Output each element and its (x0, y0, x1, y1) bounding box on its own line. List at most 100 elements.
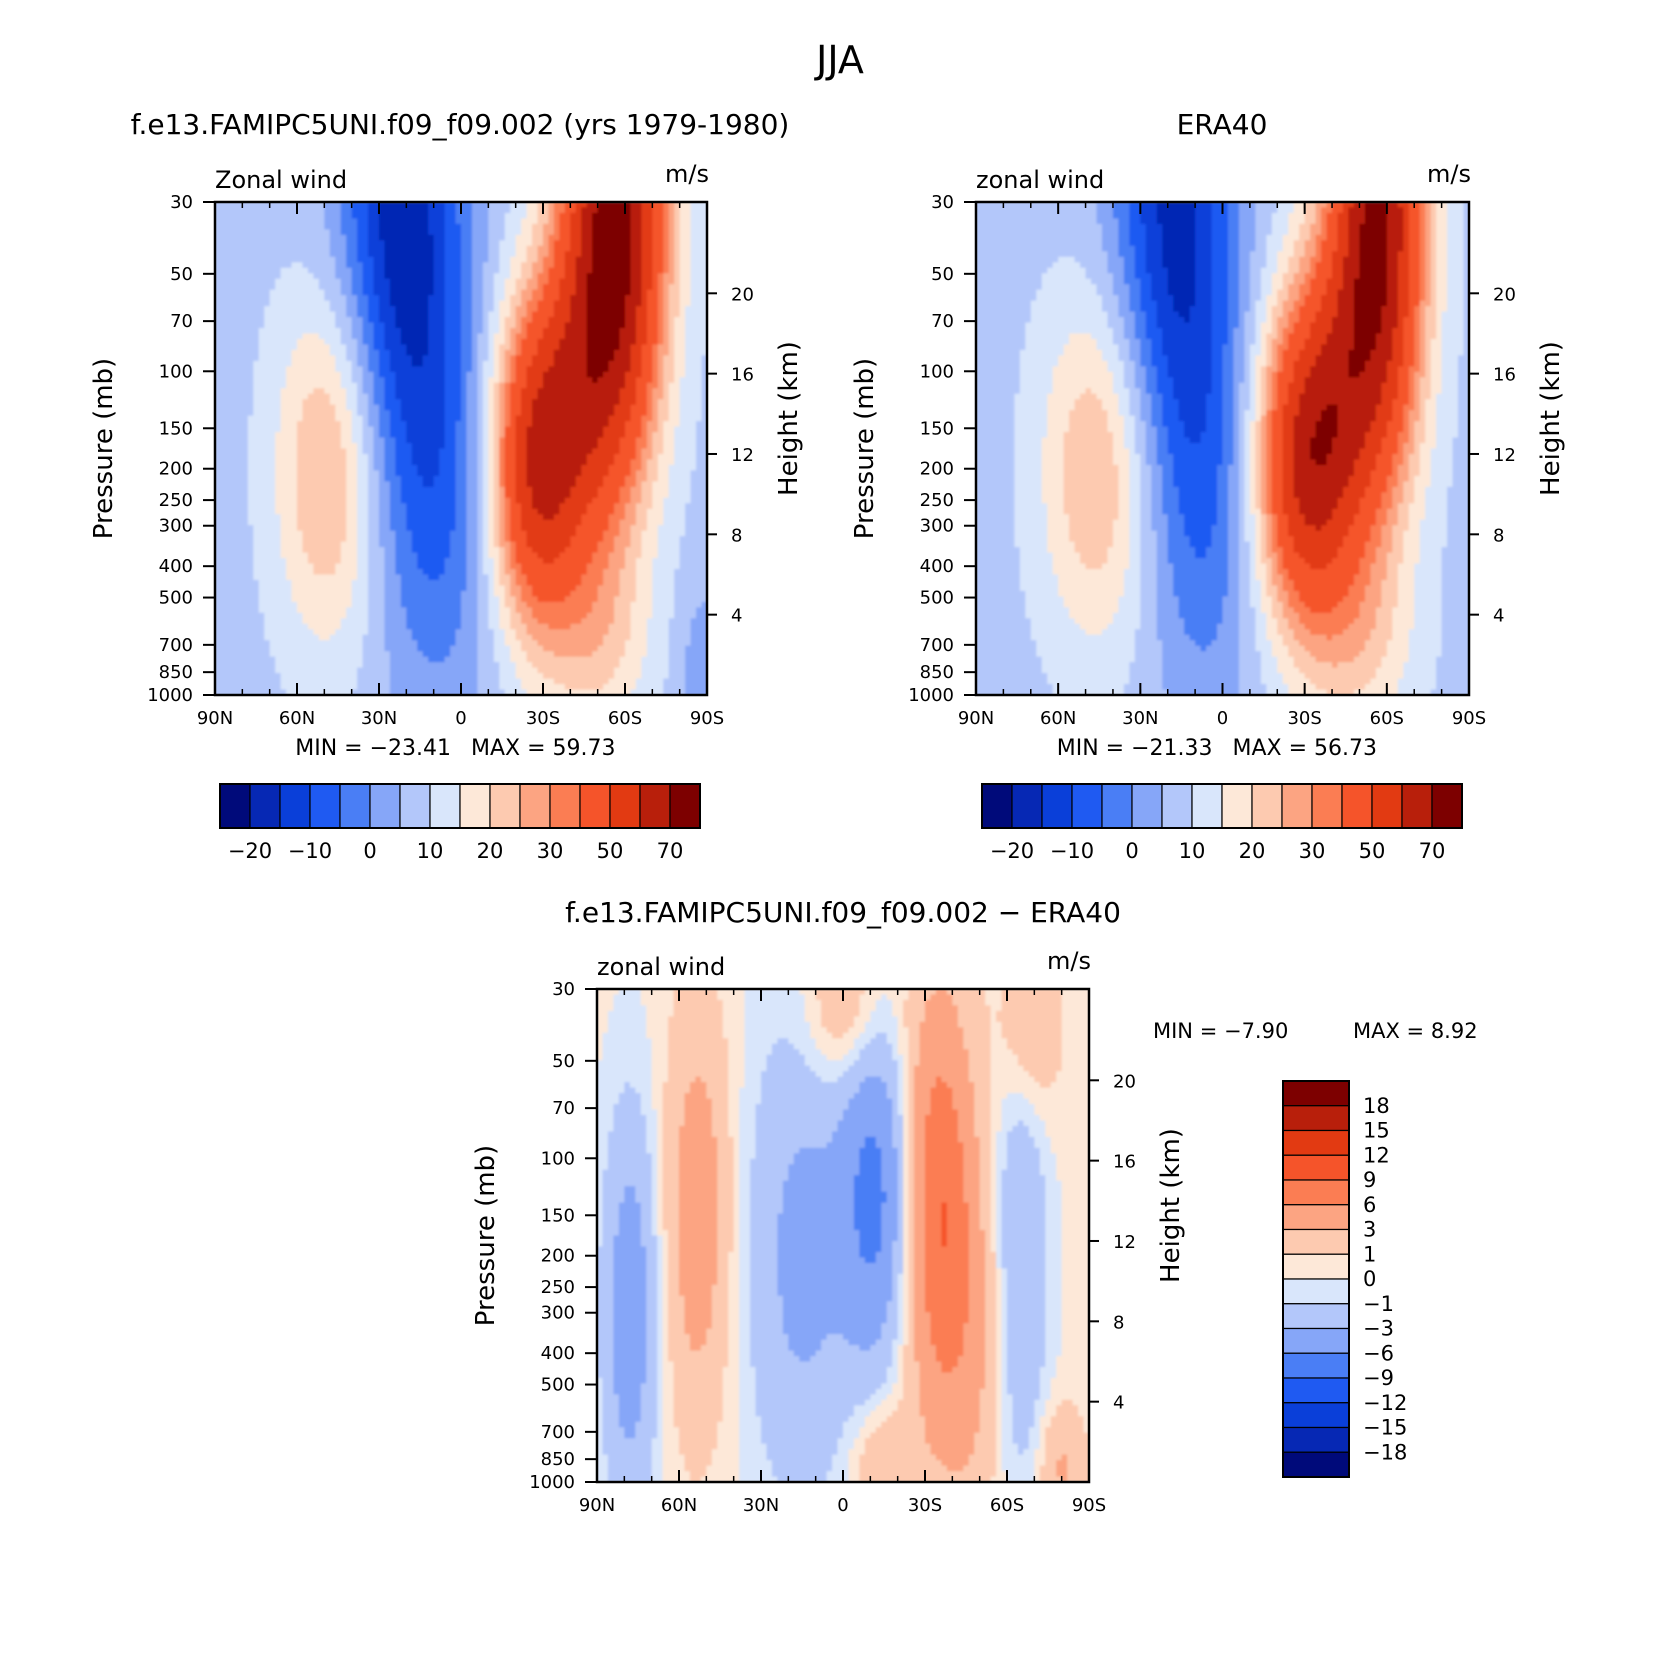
field-cell (652, 415, 659, 422)
field-cell (444, 338, 451, 346)
field-cell (357, 240, 364, 247)
field-cell (521, 349, 528, 356)
field-cell (362, 366, 369, 373)
field-cell (521, 207, 528, 214)
field-cell (215, 459, 222, 466)
field-cell (395, 202, 402, 209)
field-cell (597, 212, 604, 220)
field-cell (668, 251, 675, 258)
field-cell (264, 262, 271, 269)
field-cell (286, 426, 293, 433)
field-cell (625, 327, 632, 335)
field-cell (504, 404, 511, 411)
field-cell (488, 218, 495, 225)
field-cell (646, 218, 653, 225)
field-cell (614, 360, 621, 367)
field-cell (422, 349, 429, 356)
field-cell (318, 399, 325, 406)
field-cell (433, 481, 440, 488)
field-cell (313, 366, 320, 373)
field-cell (696, 459, 703, 466)
field-cell (225, 333, 232, 340)
field-cell (417, 234, 424, 241)
field-cell (493, 366, 500, 373)
field-cell (362, 388, 369, 395)
field-cell (357, 404, 364, 411)
field-cell (357, 475, 364, 482)
field-cell (493, 453, 500, 461)
field-cell (515, 426, 522, 433)
field-cell (668, 278, 675, 285)
field-cell (504, 311, 511, 318)
field-cell (428, 223, 435, 230)
field-cell (340, 317, 347, 324)
field-cell (324, 415, 331, 422)
field-cell (461, 202, 468, 209)
field-cell (379, 366, 386, 373)
field-cell (286, 404, 293, 411)
field-cell (264, 486, 271, 493)
field-cell (510, 481, 517, 488)
field-cell (690, 492, 697, 499)
field-cell (324, 245, 331, 252)
field-cell (537, 366, 544, 373)
field-cell (225, 453, 232, 461)
field-cell (493, 267, 500, 274)
field-cell (619, 426, 626, 433)
field-cell (406, 481, 413, 488)
field-cell (586, 470, 593, 477)
field-cell (302, 289, 309, 296)
field-cell (548, 289, 555, 296)
field-cell (269, 366, 276, 373)
field-cell (411, 322, 418, 329)
field-cell (657, 481, 664, 488)
field-cell (570, 245, 577, 252)
field-cell (258, 229, 265, 236)
field-cell (690, 317, 697, 324)
field-cell (318, 443, 325, 450)
field-cell (215, 366, 222, 373)
field-cell (570, 256, 577, 263)
field-cell (586, 317, 593, 324)
field-cell (286, 333, 293, 340)
field-cell (635, 349, 642, 356)
field-cell (411, 399, 418, 406)
field-cell (553, 251, 560, 258)
field-cell (225, 421, 232, 428)
field-cell (608, 475, 615, 482)
field-cell (685, 486, 692, 493)
field-cell (433, 437, 440, 444)
field-cell (411, 415, 418, 422)
field-cell (652, 223, 659, 230)
field-cell (510, 432, 517, 439)
field-cell (439, 388, 446, 395)
field-cell (242, 251, 249, 258)
field-cell (307, 355, 314, 362)
field-cell (231, 503, 238, 510)
field-cell (302, 212, 309, 220)
field-cell (510, 251, 517, 258)
field-cell (499, 327, 506, 335)
field-cell (526, 267, 533, 274)
field-cell (701, 492, 707, 499)
field-cell (493, 393, 500, 400)
field-cell (335, 382, 342, 389)
field-cell (504, 486, 511, 493)
field-cell (324, 223, 331, 230)
field-cell (575, 256, 582, 263)
field-cell (318, 267, 325, 274)
field-cell (411, 470, 418, 477)
field-cell (395, 223, 402, 230)
field-cell (630, 448, 637, 455)
field-cell (532, 300, 539, 307)
field-cell (657, 410, 664, 417)
field-cell (215, 322, 222, 329)
field-cell (362, 234, 369, 241)
field-cell (318, 311, 325, 318)
field-cell (351, 234, 358, 241)
field-cell (225, 251, 232, 258)
field-cell (466, 202, 473, 209)
field-cell (635, 448, 642, 455)
field-cell (346, 371, 353, 378)
field-cell (269, 393, 276, 400)
